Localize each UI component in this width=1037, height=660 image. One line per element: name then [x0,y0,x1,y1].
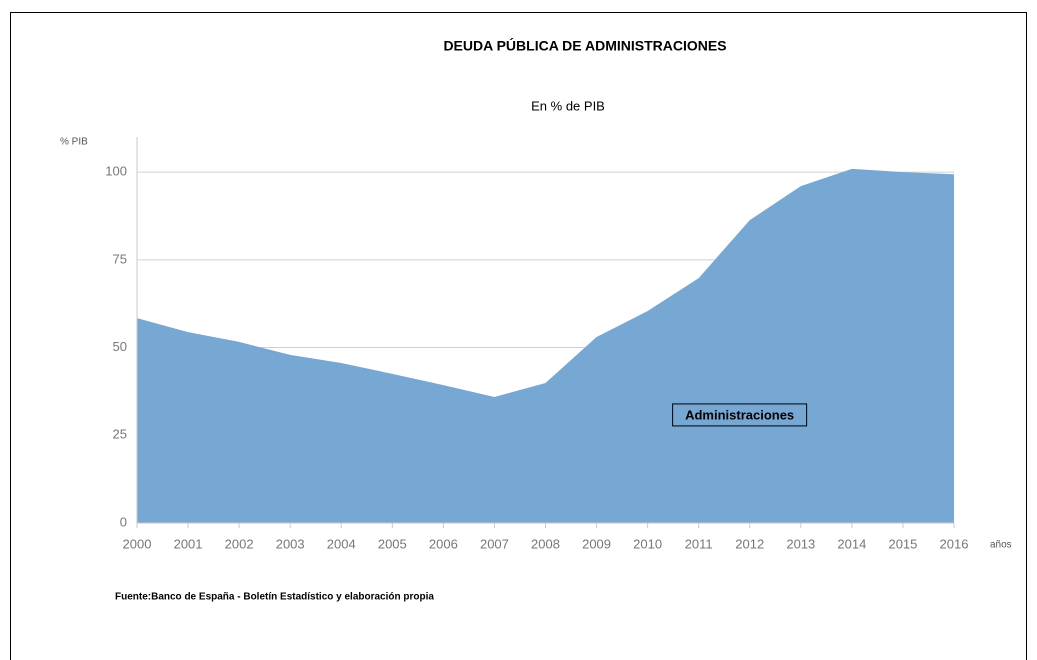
x-tick-label: 2005 [378,536,407,551]
chart-title: DEUDA PÚBLICA DE ADMINISTRACIONES [443,37,726,54]
x-tick-label: 2000 [123,536,152,551]
x-tick-label: 2009 [582,536,611,551]
y-tick-label: 25 [113,427,127,442]
x-tick-label: 2008 [531,536,560,551]
x-tick-label: 2010 [633,536,662,551]
x-tick-label: 2014 [837,536,866,551]
area [137,168,954,523]
x-tick-label: 2012 [735,536,764,551]
series-label: Administraciones [685,407,794,422]
x-tick-label: 2002 [225,536,254,551]
x-tick-label: 2007 [480,536,509,551]
y-tick-label: 100 [105,164,127,179]
x-tick-label: 2003 [276,536,305,551]
x-tick-label: 2004 [327,536,356,551]
y-axis-label: % PIB [60,137,88,148]
frame [10,12,1027,660]
x-tick-label: 2011 [685,536,713,551]
source-note: Fuente:Banco de España - Boletín Estadís… [115,592,434,603]
x-tick-label: 2006 [429,536,458,551]
x-tick-label: 2001 [174,536,203,551]
y-tick-label: 0 [120,514,127,529]
x-tick-label: 2013 [786,536,815,551]
chart-subtitle: En % de PIB [531,98,605,113]
x-tick-label: 2015 [888,536,917,551]
y-tick-label: 50 [113,339,127,354]
y-tick-label: 75 [113,251,127,266]
x-tick-label: 2016 [940,536,969,551]
x-axis-label: años [990,540,1012,551]
series-label-box [672,403,808,427]
